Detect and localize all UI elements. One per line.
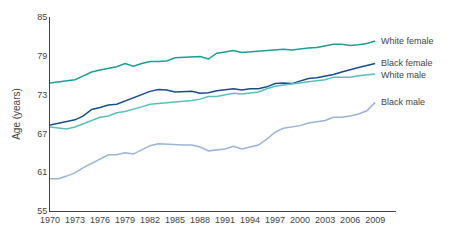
svg-text:White female: White female <box>381 36 434 46</box>
svg-text:2006: 2006 <box>340 215 360 225</box>
svg-text:1997: 1997 <box>265 215 285 225</box>
svg-text:1985: 1985 <box>165 215 185 225</box>
svg-text:61: 61 <box>37 167 47 177</box>
svg-text:67: 67 <box>37 129 47 139</box>
svg-text:1970: 1970 <box>40 215 60 225</box>
svg-text:1991: 1991 <box>215 215 235 225</box>
svg-text:2003: 2003 <box>315 215 335 225</box>
svg-text:55: 55 <box>37 206 47 216</box>
svg-text:Black male: Black male <box>381 97 425 107</box>
svg-text:73: 73 <box>37 90 47 100</box>
svg-text:1982: 1982 <box>140 215 160 225</box>
svg-text:Age (years): Age (years) <box>11 88 22 140</box>
svg-text:1994: 1994 <box>240 215 260 225</box>
svg-text:2000: 2000 <box>290 215 310 225</box>
svg-text:White male: White male <box>381 70 426 80</box>
svg-text:85: 85 <box>37 12 47 22</box>
svg-text:1988: 1988 <box>190 215 210 225</box>
svg-text:1979: 1979 <box>115 215 135 225</box>
svg-text:1976: 1976 <box>90 215 110 225</box>
svg-text:2009: 2009 <box>365 215 385 225</box>
svg-text:1973: 1973 <box>65 215 85 225</box>
svg-text:79: 79 <box>37 51 47 61</box>
svg-text:Black female: Black female <box>381 58 433 68</box>
